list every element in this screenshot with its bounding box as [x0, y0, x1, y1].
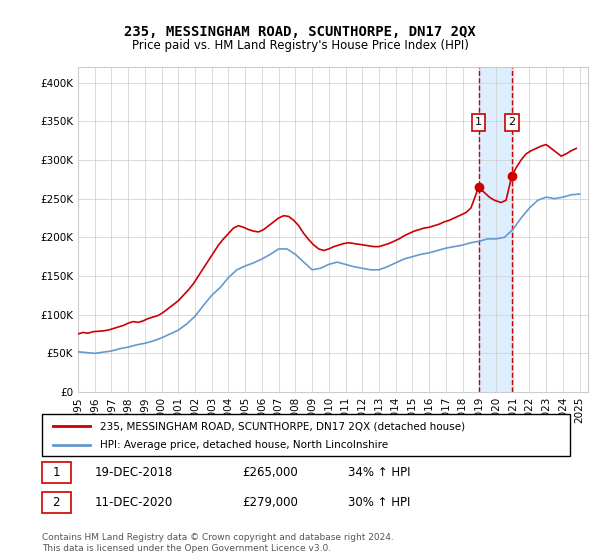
FancyBboxPatch shape — [42, 492, 71, 514]
Text: £279,000: £279,000 — [242, 496, 299, 509]
Text: 1: 1 — [53, 465, 60, 479]
Text: Price paid vs. HM Land Registry's House Price Index (HPI): Price paid vs. HM Land Registry's House … — [131, 39, 469, 52]
Text: Contains HM Land Registry data © Crown copyright and database right 2024.
This d: Contains HM Land Registry data © Crown c… — [42, 533, 394, 553]
Text: £265,000: £265,000 — [242, 465, 298, 479]
Text: 1: 1 — [475, 118, 482, 128]
Text: 19-DEC-2018: 19-DEC-2018 — [95, 465, 173, 479]
Text: 235, MESSINGHAM ROAD, SCUNTHORPE, DN17 2QX: 235, MESSINGHAM ROAD, SCUNTHORPE, DN17 2… — [124, 25, 476, 39]
Bar — [479, 67, 512, 392]
Text: 235, MESSINGHAM ROAD, SCUNTHORPE, DN17 2QX (detached house): 235, MESSINGHAM ROAD, SCUNTHORPE, DN17 2… — [100, 421, 465, 431]
Text: 2: 2 — [508, 118, 515, 128]
Text: 34% ↑ HPI: 34% ↑ HPI — [348, 465, 411, 479]
FancyBboxPatch shape — [42, 414, 570, 456]
FancyBboxPatch shape — [42, 461, 71, 483]
Text: HPI: Average price, detached house, North Lincolnshire: HPI: Average price, detached house, Nort… — [100, 440, 388, 450]
Text: 30% ↑ HPI: 30% ↑ HPI — [348, 496, 410, 509]
Text: 2: 2 — [53, 496, 60, 509]
Text: 11-DEC-2020: 11-DEC-2020 — [95, 496, 173, 509]
